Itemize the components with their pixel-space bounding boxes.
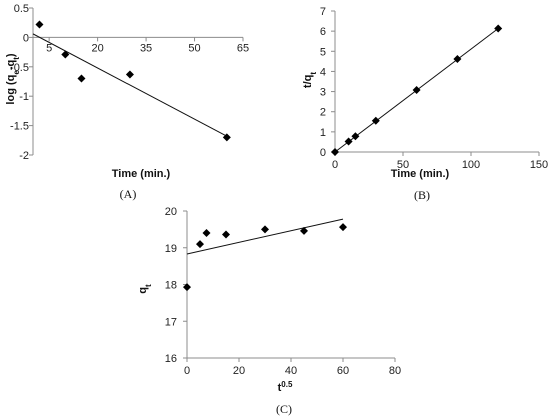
chart-a-data-point [61, 50, 70, 59]
chart-a-data-point [125, 70, 134, 79]
chart-c-axes [183, 210, 396, 362]
chart-b-x-axis-title: Time (min.) [391, 168, 450, 180]
chart-c-data-point [261, 225, 269, 234]
chart-a-data-point [35, 20, 44, 29]
chart-b-data-point [351, 132, 360, 141]
chart-c-x-tick-labels: 0 20 40 60 80 [184, 365, 401, 377]
chart-c-y-tick-labels: 16 17 18 19 20 [165, 206, 177, 365]
chart-c-data-point [339, 223, 347, 232]
chart-c-x-tick-label: 0 [184, 365, 190, 377]
chart-a-y-tick-label: -1.5 [10, 121, 29, 133]
chart-c-x-tick-label: 60 [337, 365, 349, 377]
chart-b-data-point [344, 137, 353, 146]
chart-a-y-tick-label: 0.5 [14, 3, 29, 15]
chart-c-data-point [300, 226, 308, 235]
chart-b-x-tick-label: 0 [332, 159, 338, 171]
chart-b: 0 1 2 3 4 5 6 7 0 50 100 150 t/qt Time (min.) (B) [302, 6, 548, 202]
chart-b-data-point [453, 54, 462, 63]
chart-c-trendline [186, 218, 344, 255]
chart-c-data-point [183, 283, 191, 292]
chart-c-x-tick-label: 40 [285, 365, 297, 377]
chart-b-y-tick-label: 4 [320, 66, 326, 78]
chart-c-y-tick-label: 18 [165, 280, 177, 292]
chart-a-axes [29, 7, 244, 156]
chart-a-x-tick-labels: 5 20 35 50 65 [46, 42, 249, 54]
chart-a-series [35, 20, 231, 142]
chart-b-x-tick-label: 100 [462, 159, 480, 171]
chart-c-data-point [196, 240, 204, 249]
chart-a-y-tick-label: 0 [23, 32, 29, 44]
chart-b-y-axis-title: t/qt [302, 72, 318, 88]
chart-a-panel-label: (A) [120, 187, 137, 201]
chart-a-x-tick-label: 5 [46, 42, 52, 54]
chart-c-series [183, 223, 347, 292]
chart-c-y-tick-label: 19 [165, 243, 177, 255]
chart-b-axes [331, 10, 540, 156]
chart-a-y-tick-label: -0.5 [10, 62, 29, 74]
chart-a-x-tick-label: 50 [188, 42, 200, 54]
chart-c: 16 17 18 19 20 0 20 40 60 80 qt t0.5 (C) [137, 206, 401, 416]
chart-c-x-tick-label: 20 [233, 365, 245, 377]
chart-b-y-tick-label: 5 [320, 46, 326, 58]
chart-a-data-point [222, 133, 231, 142]
chart-a-x-axis-title: Time (min.) [112, 168, 171, 180]
chart-c-x-tick-label: 80 [389, 365, 401, 377]
chart-c-y-tick-label: 20 [165, 206, 177, 218]
chart-c-data-point [202, 229, 211, 238]
chart-b-y-tick-label: 3 [320, 87, 326, 99]
chart-c-x-axis-title: t0.5 [278, 380, 293, 395]
chart-a-y-tick-label: -1 [19, 91, 29, 103]
chart-c-data-point [222, 230, 230, 239]
chart-a-x-tick-label: 20 [91, 42, 103, 54]
chart-c-y-tick-label: 17 [165, 316, 177, 328]
chart-b-x-tick-label: 150 [530, 159, 548, 171]
chart-b-y-tick-labels: 0 1 2 3 4 5 6 7 [320, 6, 326, 159]
chart-b-data-point [494, 24, 503, 33]
chart-b-series [331, 24, 503, 156]
chart-b-y-tick-label: 2 [320, 107, 326, 119]
chart-a-x-tick-label: 35 [140, 42, 152, 54]
chart-b-data-point [371, 116, 380, 125]
chart-b-y-tick-label: 6 [320, 26, 326, 38]
chart-c-y-tick-label: 16 [165, 353, 177, 365]
chart-a-x-tick-label: 65 [237, 42, 249, 54]
chart-b-y-tick-label: 0 [320, 147, 326, 159]
chart-b-panel-label: (B) [414, 188, 430, 202]
chart-b-x-tick-labels: 0 50 100 150 [332, 159, 548, 171]
chart-b-x-tick-label: 50 [397, 159, 409, 171]
chart-c-panel-label: (C) [276, 402, 292, 416]
chart-c-y-axis-title: qt [137, 284, 153, 294]
chart-a-y-tick-labels: 0.5 0 -0.5 -1 -1.5 -2 [10, 3, 29, 162]
chart-b-y-tick-label: 7 [320, 6, 326, 18]
chart-b-data-point [331, 148, 339, 156]
chart-a-y-axis-title: log (qe-qt) [5, 53, 21, 104]
chart-a-y-tick-label: -2 [19, 150, 29, 162]
chart-b-y-tick-label: 1 [320, 127, 326, 139]
chart-b-data-point [412, 85, 421, 94]
chart-a: 0.5 0 -0.5 -1 -1.5 -2 5 20 35 50 65 log (qe-qt) T… [5, 3, 249, 201]
chart-a-data-point [77, 74, 86, 83]
chart-c-fit-line [186, 218, 344, 255]
